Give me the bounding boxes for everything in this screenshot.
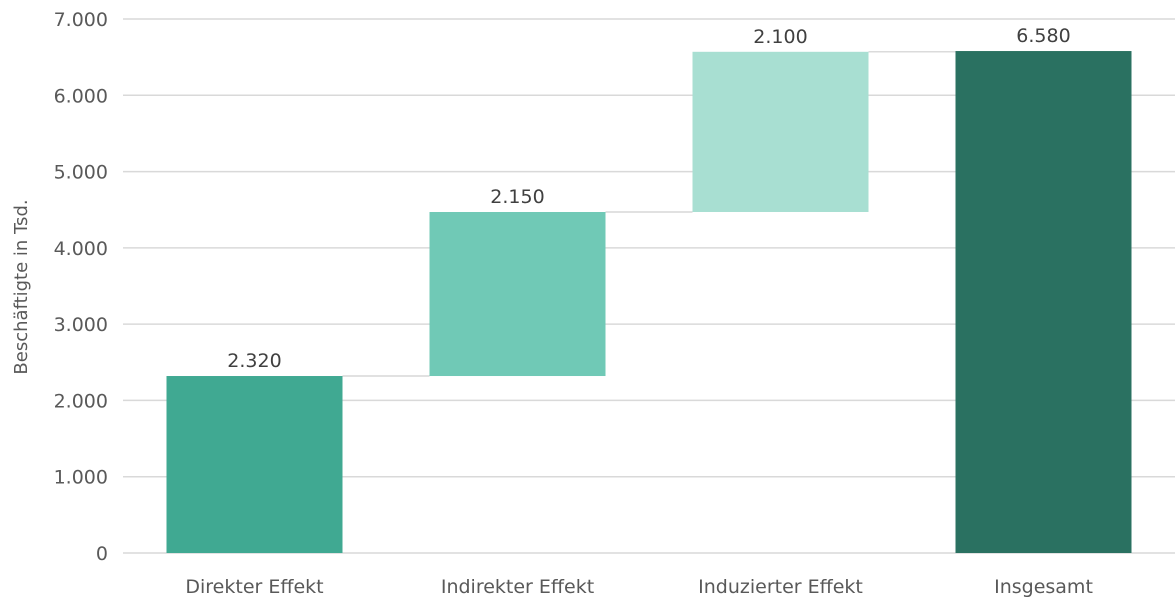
data-label: 6.580 xyxy=(1016,25,1070,47)
data-label: 2.100 xyxy=(753,26,807,48)
value-labels: 2.320 2.150 2.100 6.580 xyxy=(227,25,1070,372)
y-tick-label: 2.000 xyxy=(54,390,108,412)
data-label: 2.150 xyxy=(490,186,544,208)
x-category-label: Direkter Effekt xyxy=(185,576,323,598)
data-label: 2.320 xyxy=(227,350,281,372)
y-tick-label: 5.000 xyxy=(54,162,108,184)
bars xyxy=(166,51,1132,553)
x-category-label: Indirekter Effekt xyxy=(441,576,594,598)
bar-indirekter-effekt xyxy=(429,212,606,377)
y-tick-label: 7.000 xyxy=(54,9,108,31)
y-tick-label: 1.000 xyxy=(54,467,108,489)
x-category-label: Induzierter Effekt xyxy=(698,576,863,598)
connectors xyxy=(342,51,956,377)
y-axis-title: Beschäftigte in Tsd. xyxy=(11,199,32,374)
bar-induzierter-effekt xyxy=(692,51,869,213)
y-axis-ticks: 0 1.000 2.000 3.000 4.000 5.000 6.000 7.000 xyxy=(54,9,108,565)
x-axis-categories: Direkter Effekt Indirekter Effekt Induzier… xyxy=(185,576,1093,598)
y-tick-label: 3.000 xyxy=(54,314,108,336)
x-category-label: Insgesamt xyxy=(994,576,1093,598)
bar-insgesamt xyxy=(955,51,1132,553)
y-tick-label: 6.000 xyxy=(54,85,108,107)
y-tick-label: 0 xyxy=(96,543,108,565)
y-tick-label: 4.000 xyxy=(54,238,108,260)
bar-direkter-effekt xyxy=(166,376,343,553)
